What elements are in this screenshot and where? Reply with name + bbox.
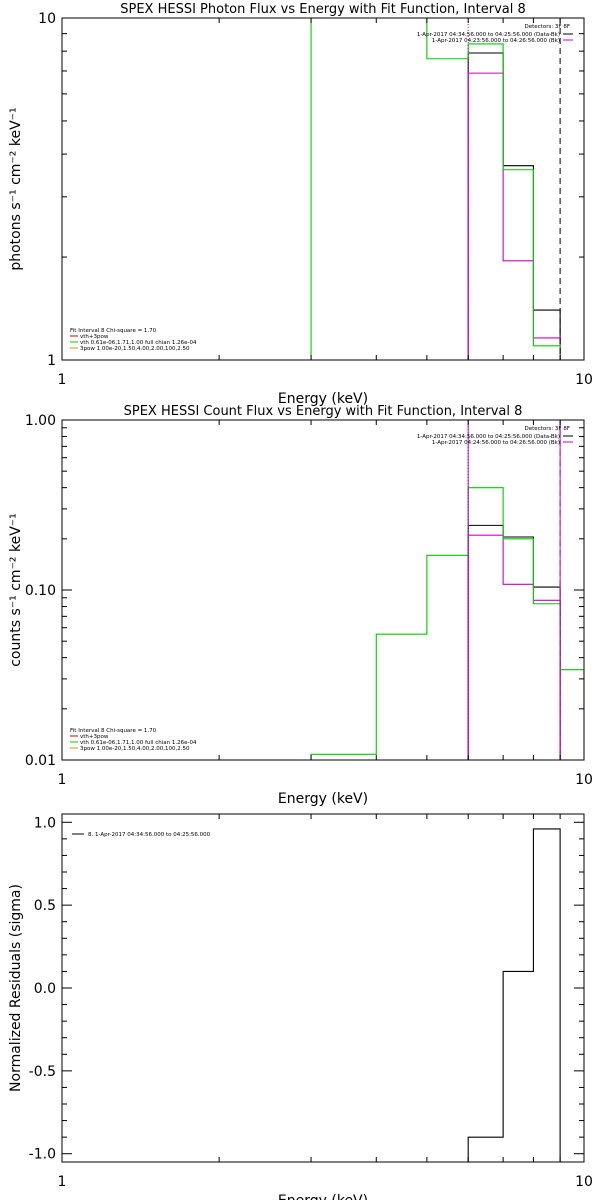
series-1-histogram xyxy=(467,828,561,1162)
x-tick-label: 10 xyxy=(575,372,593,388)
series-2-histogram xyxy=(467,72,561,360)
legend-top: 8. 1-Apr-2017 04:34:56.000 to 04:25:56.0… xyxy=(72,832,211,838)
y-axis-label: Normalized Residuals (sigma) xyxy=(8,884,24,1092)
legend-entry: 1-Apr-2017 04:23:56.000 to 04:26:56.000 … xyxy=(432,38,560,44)
y-tick-label: -1.0 xyxy=(29,1147,56,1163)
x-axis-label: Energy (keV) xyxy=(278,791,368,807)
legend-entry: 8. 1-Apr-2017 04:34:56.000 to 04:25:56.0… xyxy=(88,832,211,838)
chart-3: 1 10 -1.0 -0.5 0.0 0.5 1.0 Energy (keV) Normaliz… xyxy=(8,813,593,1200)
legend-bottom: Fit Interval 8 Chi-square = 1.70vth+3pow… xyxy=(70,728,197,752)
plot-frame xyxy=(61,17,585,361)
x-axis-ticks xyxy=(61,420,585,760)
x-tick-label: 1 xyxy=(58,372,67,388)
chart-title: SPEX HESSI Photon Flux vs Energy with Fi… xyxy=(120,2,526,17)
legend-entry: 1-Apr-2017 04:34:56.000 to 04:25:56.000 … xyxy=(417,434,560,440)
chart-2: SPEX HESSI Count Flux vs Energy with Fit… xyxy=(8,404,593,807)
legend-entry: 3pow 1.00e-20,1.50,4.00,2.00,100,2.50 xyxy=(80,346,190,352)
legend-bottom: Fit Interval 8 Chi-square = 1.70vth+3pow… xyxy=(70,328,197,352)
y-tick-label: 0.5 xyxy=(34,898,56,914)
legend-entry: vth+3pow xyxy=(80,334,109,340)
y-axis-label: photons s⁻¹ cm⁻² keV⁻¹ xyxy=(8,107,24,270)
plot-area xyxy=(467,828,561,1162)
legend-top: Detectors: 3F 8F 1-Apr-2017 04:34:56.000 … xyxy=(417,426,573,446)
plot-area xyxy=(310,420,584,760)
y-tick-label: 1 xyxy=(47,353,56,369)
x-tick-label: 1 xyxy=(58,1174,67,1190)
y-axis-label: counts s⁻¹ cm⁻² keV⁻¹ xyxy=(8,513,24,667)
x-axis-ticks xyxy=(61,814,585,1162)
legend-header: Detectors: 3F 8F xyxy=(524,24,570,30)
legend-header: Fit Interval 8 Chi-square = 1.70 xyxy=(70,728,157,734)
y-axis-ticks xyxy=(62,419,584,761)
y-tick-label: 1.00 xyxy=(25,413,56,429)
legend-entry: 1-Apr-2017 04:24:56.000 to 04:26:56.000 … xyxy=(432,440,560,446)
y-axis-ticks xyxy=(62,821,584,1155)
legend-entry: vth 0.61e-06,1.71,1.00 full chian 1.26e-… xyxy=(80,340,197,346)
x-axis-label: Energy (keV) xyxy=(278,1193,368,1200)
y-tick-label: 1.0 xyxy=(34,815,56,831)
legend-header: Detectors: 3F 8F xyxy=(524,426,570,432)
series-1-histogram xyxy=(467,52,561,360)
series-1-histogram xyxy=(467,524,561,760)
series-3-histogram xyxy=(310,18,561,360)
y-tick-label: 0.10 xyxy=(25,583,56,599)
series-2-histogram xyxy=(467,534,561,760)
plot-frame xyxy=(61,813,585,1163)
y-tick-label: 0.0 xyxy=(34,981,56,997)
x-axis-label: Energy (keV) xyxy=(278,391,368,407)
legend-entry: 3pow 1.00e-20,1.50,4.00,2.00,100,2.50 xyxy=(80,746,190,752)
y-tick-label: 0.01 xyxy=(25,753,56,769)
legend-entry: vth 0.61e-06,1.71,1.00 full chian 1.26e-… xyxy=(80,740,197,746)
legend-entry: 1-Apr-2017 04:34:56.000 to 04:25:56.000 … xyxy=(417,32,560,38)
plot-frame xyxy=(61,419,585,761)
plot-area xyxy=(310,18,561,360)
chart-title: SPEX HESSI Count Flux vs Energy with Fit… xyxy=(124,404,523,419)
legend-header: Fit Interval 8 Chi-square = 1.70 xyxy=(70,328,157,334)
chart-1: SPEX HESSI Photon Flux vs Energy with Fi… xyxy=(8,2,593,407)
legend-entry: vth+3pow xyxy=(80,734,109,740)
y-tick-label: 10 xyxy=(38,11,56,27)
x-tick-label: 10 xyxy=(575,772,593,788)
legend-top: Detectors: 3F 8F 1-Apr-2017 04:34:56.000 … xyxy=(417,24,573,44)
x-axis-ticks xyxy=(61,18,585,360)
y-tick-label: -0.5 xyxy=(29,1064,56,1080)
series-3-histogram xyxy=(310,487,584,760)
y-axis-ticks xyxy=(62,17,584,361)
x-tick-label: 1 xyxy=(58,772,67,788)
x-tick-label: 10 xyxy=(575,1174,593,1190)
